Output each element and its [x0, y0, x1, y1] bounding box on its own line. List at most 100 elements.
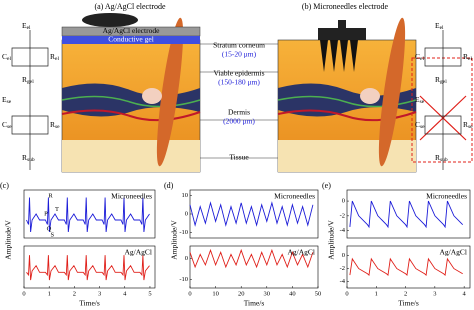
circuit-symbol: E: [415, 95, 420, 104]
layer-size: (15-20 μm): [222, 50, 257, 59]
x-tick-label: 30: [264, 290, 271, 297]
circuit-label: Rse: [463, 120, 473, 131]
circuit-symbol: R: [22, 75, 27, 84]
y-tick-label: 0: [342, 252, 345, 259]
x-axis-label: Time/s: [398, 299, 419, 308]
circuit-label: Rgel: [22, 75, 34, 86]
layer-name: Viable epidermis: [214, 69, 265, 78]
circuit-subscript: el: [55, 56, 59, 62]
signal-line: [26, 197, 150, 233]
circuit-label: Eel: [22, 21, 31, 32]
x-tick-label: 1: [48, 290, 51, 297]
x-tick-label: 50: [315, 290, 322, 297]
y-tick-label: -10: [179, 229, 188, 236]
plot-frame: [23, 245, 156, 289]
x-tick-label: 40: [289, 290, 296, 297]
panel-label: (c): [0, 181, 9, 190]
subplot-title: Microneedles: [274, 192, 315, 201]
x-tick-label: 0: [22, 290, 25, 297]
x-tick-label: 3: [433, 290, 436, 297]
circuit-symbol: E: [2, 95, 7, 104]
signal-line: [26, 255, 150, 281]
subplot-title: Microneedles: [426, 192, 467, 201]
circuit-subscript: se: [7, 99, 12, 105]
circuit-label: Rsub: [22, 153, 35, 164]
x-tick-label: 5: [148, 290, 151, 297]
circuit-symbol: C: [415, 52, 420, 61]
subplot-title: Ag/AgCl: [287, 248, 315, 257]
circuit-subscript: se: [7, 124, 12, 130]
circuit-wires: [11, 30, 462, 170]
circuit-subscript: sub: [27, 157, 35, 163]
x-tick-label: 10: [212, 290, 219, 297]
annotation: P: [44, 210, 48, 217]
circuit-subscript: gel: [440, 79, 447, 85]
circuit-subscript: el: [7, 56, 11, 62]
x-axis-label: Time/s: [244, 299, 265, 308]
circuit-label: Rse: [50, 120, 60, 131]
y-tick-label: 0: [185, 210, 188, 217]
circuit-symbol: R: [50, 120, 55, 129]
plot-frame: [23, 189, 156, 239]
signal-line: [189, 201, 314, 227]
electrode-label: Ag/AgCl electrode: [103, 26, 161, 35]
signal-line: [349, 200, 464, 229]
annotation: Q: [47, 225, 52, 232]
circuit-symbol: C: [2, 52, 7, 61]
circuit-label: Cel: [415, 52, 424, 63]
layer-name: Stratum corneum: [213, 41, 265, 50]
circuit-symbol: C: [415, 120, 420, 129]
circuit-subscript: sub: [440, 157, 448, 163]
x-tick-label: 20: [238, 290, 245, 297]
circuit-symbol: C: [2, 120, 7, 129]
circuit-subscript: el: [27, 25, 31, 31]
circuit-label: Cel: [2, 52, 11, 63]
skin-b: [277, 17, 417, 173]
plot-frame: [189, 245, 319, 289]
circuit-symbol: R: [435, 153, 440, 162]
panel-label: (d): [164, 181, 174, 190]
plot-frame: [346, 245, 471, 289]
circuit-subscript: se: [420, 99, 425, 105]
y-tick-label: -2: [340, 212, 345, 219]
y-tick-label: -4: [340, 227, 346, 234]
x-tick-label: 0: [345, 290, 348, 297]
circuit-label: Rel: [50, 52, 59, 63]
circuit-label: Eel: [435, 21, 444, 32]
circuit-subscript: el: [420, 56, 424, 62]
y-tick-label: 0: [185, 255, 188, 262]
circuit-subscript: gel: [27, 79, 34, 85]
y-tick-label: 10: [182, 192, 189, 199]
circuit-label: Ese: [415, 95, 425, 106]
layer-size: (150-180 μm): [218, 78, 260, 87]
x-tick-label: 4: [463, 290, 467, 297]
circuit-highlight: [411, 57, 473, 163]
circuit-symbol: R: [50, 52, 55, 61]
y-tick-label: -4: [340, 278, 346, 285]
circuit-symbol: R: [435, 75, 440, 84]
x-tick-label: 4: [123, 290, 127, 297]
layer-arrows: [200, 43, 278, 159]
y-tick-label: -2: [340, 265, 345, 272]
circuit-subscript: el: [468, 56, 472, 62]
circuit-symbol: R: [22, 153, 27, 162]
x-tick-label: 3: [98, 290, 101, 297]
circuit-label: Rgel: [435, 75, 447, 86]
x-tick-label: 2: [404, 290, 407, 297]
circuit-symbol: R: [463, 120, 468, 129]
signal-line: [349, 257, 463, 277]
y-tick-label: 0: [342, 198, 345, 205]
x-tick-label: 0: [188, 290, 191, 297]
circuit-symbol: E: [22, 21, 27, 30]
circuit-label: Rsub: [435, 153, 448, 164]
annotation: R: [48, 192, 53, 199]
panel-label: (e): [322, 181, 331, 190]
plot-frame: [346, 189, 471, 239]
panel-title: (b) Microneedles electrode: [302, 2, 389, 11]
circuit-subscript: se: [468, 124, 473, 130]
circuit-subscript: se: [420, 124, 425, 130]
circuit-subscript: el: [440, 25, 444, 31]
x-axis-label: Time/s: [79, 299, 100, 308]
circuit-label: Cse: [2, 120, 12, 131]
